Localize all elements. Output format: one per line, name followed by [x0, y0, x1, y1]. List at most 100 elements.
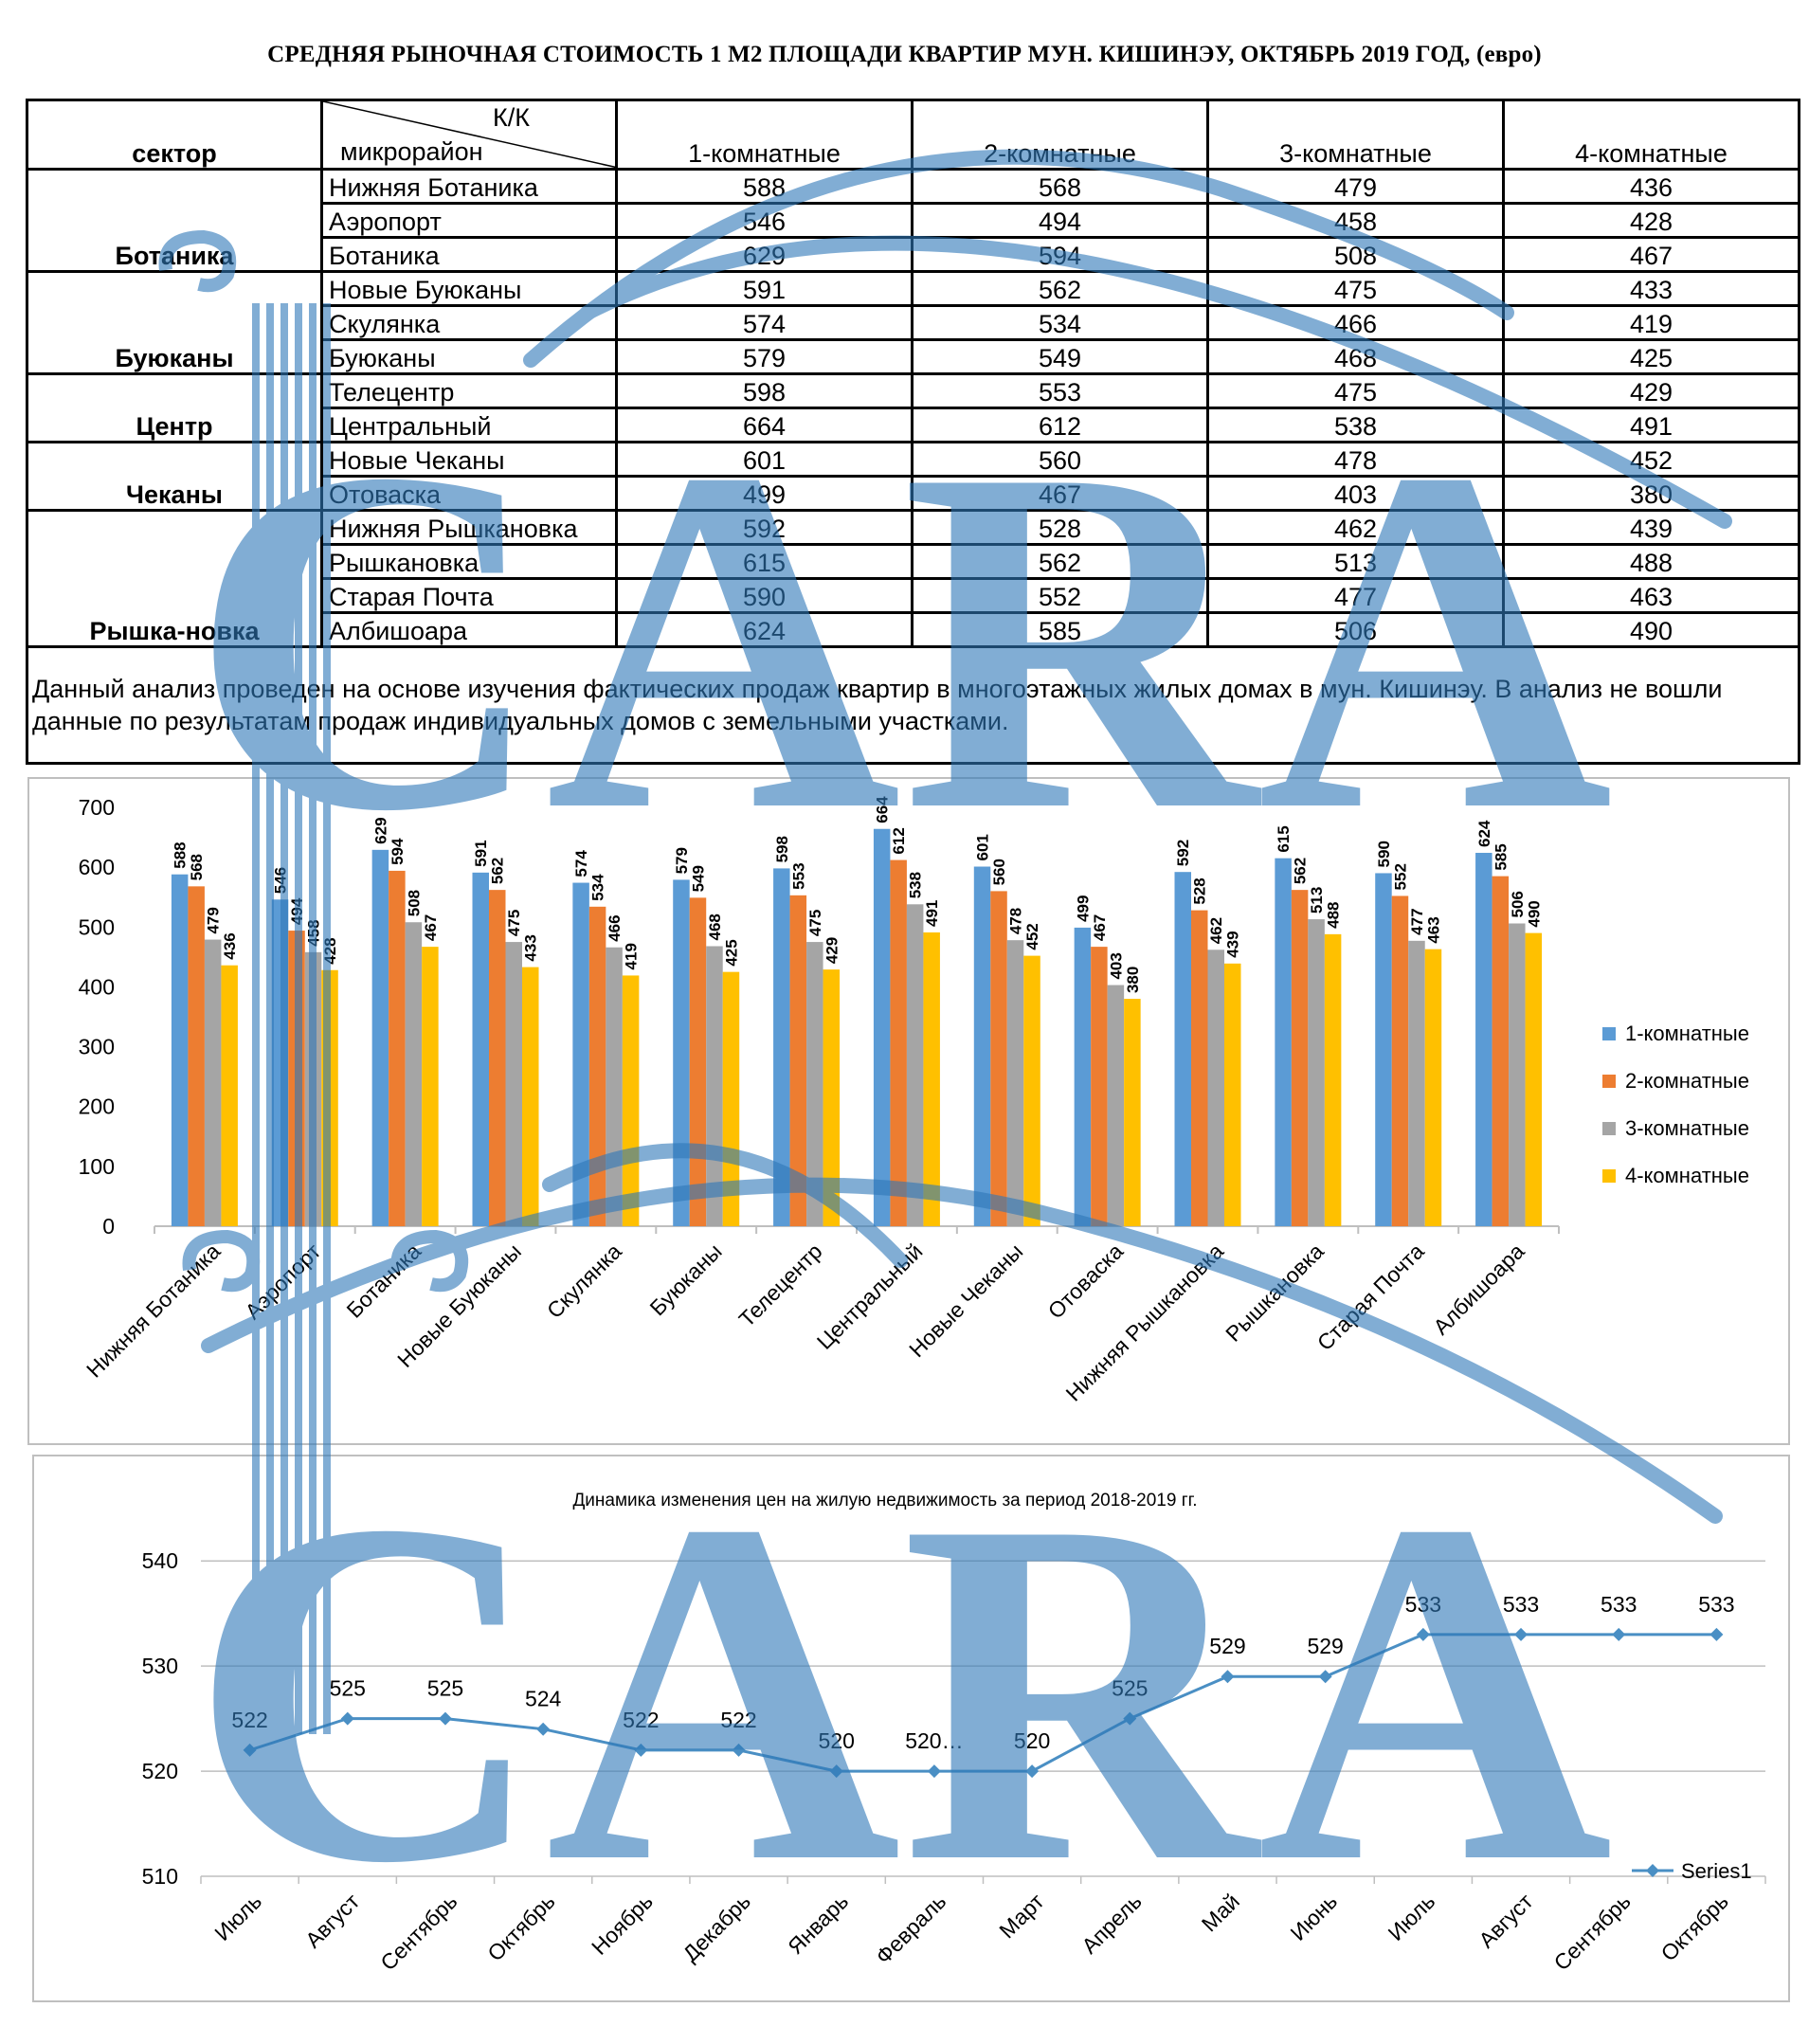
bar [489, 890, 506, 1226]
point-data-label: 524 [525, 1687, 562, 1711]
bar-data-label: 419 [623, 943, 641, 969]
data-point [340, 1711, 354, 1726]
bar [304, 951, 322, 1226]
line-chart-panel: Динамика изменения цен на жилую недвижим… [32, 1455, 1790, 2002]
data-point [1221, 1670, 1235, 1684]
bar-data-label: 466 [606, 914, 624, 941]
x-category-label: Май [1197, 1889, 1244, 1936]
bar [1375, 873, 1392, 1226]
bar-data-label: 592 [1174, 840, 1192, 866]
bar [1492, 876, 1510, 1226]
price-cell: 579 [615, 338, 914, 375]
microdistrict-cell: Старая Почта [320, 577, 618, 614]
bar [706, 946, 723, 1226]
price-cell: 477 [1206, 577, 1505, 614]
price-cell: 562 [911, 543, 1209, 580]
point-data-label: 522 [623, 1708, 659, 1732]
bar-data-label: 433 [522, 934, 540, 961]
microdistrict-cell: Ботаника [320, 236, 618, 273]
data-point [1710, 1627, 1724, 1641]
bar-data-label: 479 [205, 907, 223, 933]
x-category-label: Февраль [871, 1889, 950, 1968]
col-header-2: 2-комнатные [911, 99, 1209, 171]
price-cell: 479 [1206, 168, 1505, 205]
bar [522, 967, 539, 1226]
bar [890, 859, 907, 1226]
table-row: Старая Почта 590 552 477 463 [27, 577, 1800, 614]
bar-data-label: 588 [172, 841, 190, 868]
microdistrict-cell: Новые Буюканы [320, 270, 618, 307]
bar [321, 969, 338, 1226]
price-cell: 592 [615, 509, 914, 546]
bar-data-label: 475 [806, 910, 824, 936]
bar-data-label: 574 [572, 850, 590, 877]
price-cell: 590 [615, 577, 914, 614]
table-row: Рышкановка 615 562 513 488 [27, 543, 1800, 580]
table-row: Рышка-новка Нижняя Рышкановка 592 528 462 439 [26, 509, 1800, 648]
bar-data-label: 425 [722, 939, 740, 966]
x-category-label: Аэропорт [240, 1239, 325, 1324]
microdistrict-cell: Аэропорт [320, 202, 618, 239]
x-category-label: Сентябрь [375, 1889, 461, 1975]
bar-data-label: 429 [823, 937, 841, 964]
bar [722, 971, 740, 1226]
bar-data-label: 598 [773, 836, 791, 862]
legend-marker [1646, 1864, 1659, 1877]
bar [572, 882, 589, 1226]
x-category-label: Албишоара [1428, 1239, 1529, 1339]
bar [990, 891, 1007, 1226]
bar [389, 870, 406, 1226]
price-cell: 491 [1502, 407, 1800, 443]
data-point [732, 1743, 746, 1757]
point-data-label: 522 [231, 1708, 267, 1732]
price-cell: 419 [1502, 304, 1800, 341]
y-tick-label: 520 [142, 1759, 178, 1783]
table-header-row: сектор К/К микрорайон 1-комнатные 2-комн… [26, 99, 1800, 171]
bar [1207, 950, 1224, 1226]
price-cell: 475 [1206, 372, 1505, 409]
point-data-label: 520… [905, 1728, 963, 1753]
bar-data-label: 615 [1275, 825, 1293, 852]
x-category-label: Ботаника [342, 1239, 426, 1323]
bar-data-label: 591 [472, 840, 490, 866]
price-cell: 612 [911, 407, 1209, 443]
x-category-label: Октябрь [1656, 1889, 1733, 1965]
bar [505, 942, 522, 1226]
price-cell: 591 [615, 270, 914, 307]
legend-label: 2-комнатные [1625, 1069, 1749, 1093]
bar [789, 895, 807, 1226]
y-tick-label: 500 [79, 914, 115, 939]
price-cell: 467 [911, 475, 1209, 512]
bar-data-label: 528 [1191, 877, 1209, 904]
bar [271, 899, 289, 1226]
bar-data-label: 562 [489, 858, 507, 884]
price-cell: 528 [911, 509, 1209, 546]
bar-data-label: 590 [1375, 841, 1393, 867]
bar [1124, 999, 1141, 1226]
bar-data-label: 403 [1107, 952, 1125, 979]
line-chart-title: Динамика изменения цен на жилую недвижим… [572, 1491, 1197, 1510]
sector-cell: Чеканы [26, 441, 323, 512]
data-point [1318, 1670, 1332, 1684]
bar-data-label: 494 [288, 897, 306, 925]
microdistrict-cell: Рышкановка [320, 543, 618, 580]
bar [1308, 919, 1325, 1226]
y-tick-label: 530 [142, 1654, 178, 1678]
x-category-label: Август [300, 1889, 365, 1953]
x-category-label: Октябрь [482, 1889, 559, 1965]
legend-label: 1-комнатные [1625, 1022, 1749, 1045]
price-cell: 462 [1206, 509, 1505, 546]
x-category-label: Отоваска [1043, 1239, 1129, 1324]
data-point [536, 1722, 551, 1736]
y-tick-label: 600 [79, 855, 115, 879]
bar [773, 868, 790, 1226]
bar-data-label: 579 [673, 847, 691, 874]
bar [1191, 910, 1208, 1226]
microdistrict-cell: Буюканы [320, 338, 618, 375]
price-cell: 664 [615, 407, 914, 443]
data-point [1123, 1711, 1137, 1726]
price-cell: 380 [1502, 475, 1800, 512]
price-cell: 439 [1502, 509, 1800, 546]
bar-data-label: 562 [1292, 858, 1310, 884]
